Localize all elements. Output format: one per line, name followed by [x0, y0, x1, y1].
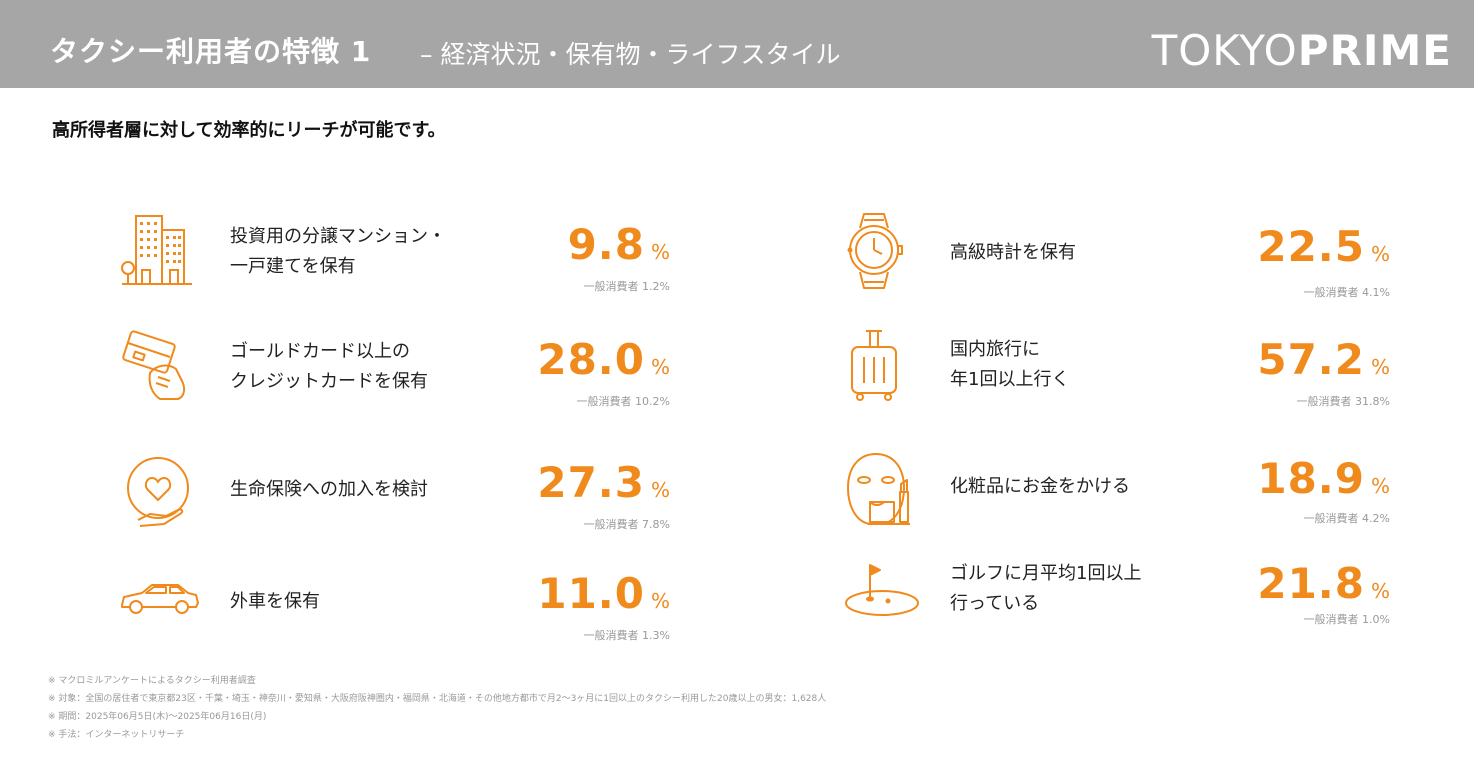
footnote: ※ マクロミルアンケートによるタクシー利用者調査: [48, 676, 256, 686]
logo-light-text: TOKYO: [1151, 26, 1298, 75]
stat-label-line: クレジットカードを保有: [230, 371, 428, 392]
golf-icon: [840, 555, 930, 645]
general-consumer-rate: 一般消費者 31.8%: [1296, 395, 1390, 408]
stat-value-group: 9.8%: [568, 220, 670, 269]
stat-label: 生命保険への加入を検討: [230, 475, 428, 505]
stat-unit: %: [1370, 579, 1390, 603]
building-icon: [120, 210, 210, 300]
page-title: タクシー利用者の特徴 1: [50, 35, 372, 68]
stat-label-line: 生命保険への加入を検討: [230, 479, 428, 500]
general-consumer-rate: 一般消費者 1.3%: [583, 629, 670, 642]
stat-label: 国内旅行に 年1回以上行く: [950, 335, 1069, 395]
suitcase-icon: [840, 325, 930, 415]
stat-item-domestic-travel: 国内旅行に 年1回以上行く 57.2% 一般消費者 31.8%: [840, 325, 1400, 435]
stat-label-line: 投資用の分譲マンション・: [230, 226, 446, 247]
stat-value: 18.9: [1257, 454, 1365, 503]
general-consumer-rate: 一般消費者 1.0%: [1303, 613, 1390, 626]
logo-bold-text: PRIME: [1297, 26, 1452, 75]
stat-value-group: 57.2%: [1257, 335, 1390, 384]
stat-unit: %: [1370, 242, 1390, 266]
stat-item-foreign-car: 外車を保有 11.0% 一般消費者 1.3%: [120, 565, 680, 675]
stat-value: 27.3: [537, 458, 645, 507]
stat-value: 28.0: [537, 335, 645, 384]
stat-label: 化粧品にお金をかける: [950, 472, 1130, 502]
stat-value: 9.8: [567, 220, 645, 269]
cosmetics-icon: [840, 450, 930, 540]
stat-value-group: 18.9%: [1257, 454, 1390, 503]
stat-value-group: 28.0%: [537, 335, 670, 384]
general-consumer-rate: 一般消費者 10.2%: [576, 395, 670, 408]
stat-item-golf: ゴルフに月平均1回以上 行っている 21.8% 一般消費者 1.0%: [840, 555, 1400, 665]
stat-label-line: ゴールドカード以上の: [230, 341, 410, 362]
stat-value: 22.5: [1257, 222, 1365, 271]
stat-label: ゴールドカード以上の クレジットカードを保有: [230, 337, 428, 397]
header-bar: タクシー利用者の特徴 1 – 経済状況・保有物・ライフスタイル TOKYOPRI…: [0, 0, 1474, 88]
page-subtitle: – 経済状況・保有物・ライフスタイル: [420, 40, 841, 69]
stat-value: 57.2: [1257, 335, 1365, 384]
stat-unit: %: [650, 478, 670, 502]
stat-value-group: 22.5%: [1257, 222, 1390, 271]
general-consumer-rate: 一般消費者 1.2%: [583, 280, 670, 293]
car-icon: [120, 565, 210, 655]
footnote: ※ 手法：インターネットリサーチ: [48, 730, 185, 740]
general-consumer-rate: 一般消費者 4.1%: [1303, 286, 1390, 299]
watch-icon: [840, 210, 930, 300]
general-consumer-rate: 一般消費者 4.2%: [1303, 512, 1390, 525]
stat-item-life-insurance: 生命保険への加入を検討 27.3% 一般消費者 7.8%: [120, 450, 680, 560]
credit-card-icon: [120, 325, 210, 415]
heart-insurance-icon: [120, 450, 210, 540]
stat-unit: %: [650, 240, 670, 264]
stat-value: 11.0: [537, 569, 645, 618]
footnotes: ※ マクロミルアンケートによるタクシー利用者調査 ※ 対象：全国の居住者で東京都…: [48, 672, 826, 744]
stat-label-line: 国内旅行に: [950, 339, 1040, 360]
stat-label-line: 化粧品にお金をかける: [950, 476, 1130, 497]
footnote: ※ 期間：2025年06月5日(木)～2025年06月16日(月): [48, 712, 267, 722]
stat-unit: %: [650, 355, 670, 379]
stat-label-line: ゴルフに月平均1回以上: [950, 563, 1142, 584]
stat-label-line: 高級時計を保有: [950, 242, 1076, 263]
stat-item-gold-card: ゴールドカード以上の クレジットカードを保有 28.0% 一般消費者 10.2%: [120, 325, 680, 435]
stat-label: 高級時計を保有: [950, 238, 1076, 268]
footnote: ※ 対象：全国の居住者で東京都23区・千葉・埼玉・神奈川・愛知県・大阪府阪神圏内…: [48, 694, 827, 704]
stat-value-group: 21.8%: [1257, 559, 1390, 608]
stat-item-luxury-watch: 高級時計を保有 22.5% 一般消費者 4.1%: [840, 210, 1400, 320]
stat-label: 投資用の分譲マンション・ 一戸建てを保有: [230, 222, 446, 282]
stat-value-group: 27.3%: [537, 458, 670, 507]
stat-value-group: 11.0%: [537, 569, 670, 618]
stat-unit: %: [1370, 355, 1390, 379]
stat-value: 21.8: [1257, 559, 1365, 608]
stat-label-line: 外車を保有: [230, 591, 320, 612]
stat-unit: %: [650, 589, 670, 613]
stat-label-line: 年1回以上行く: [950, 369, 1070, 390]
tokyo-prime-logo: TOKYOPRIME: [1152, 30, 1452, 72]
stat-label: 外車を保有: [230, 587, 320, 617]
stat-label: ゴルフに月平均1回以上 行っている: [950, 559, 1141, 619]
stat-label-line: 行っている: [950, 593, 1040, 614]
stat-item-investment-property: 投資用の分譲マンション・ 一戸建てを保有 9.8% 一般消費者 1.2%: [120, 210, 680, 320]
stat-unit: %: [1370, 474, 1390, 498]
general-consumer-rate: 一般消費者 7.8%: [583, 518, 670, 531]
stat-item-cosmetics: 化粧品にお金をかける 18.9% 一般消費者 4.2%: [840, 450, 1400, 560]
lead-text: 高所得者層に対して効率的にリーチが可能です。: [52, 120, 446, 141]
stat-label-line: 一戸建てを保有: [230, 256, 356, 277]
